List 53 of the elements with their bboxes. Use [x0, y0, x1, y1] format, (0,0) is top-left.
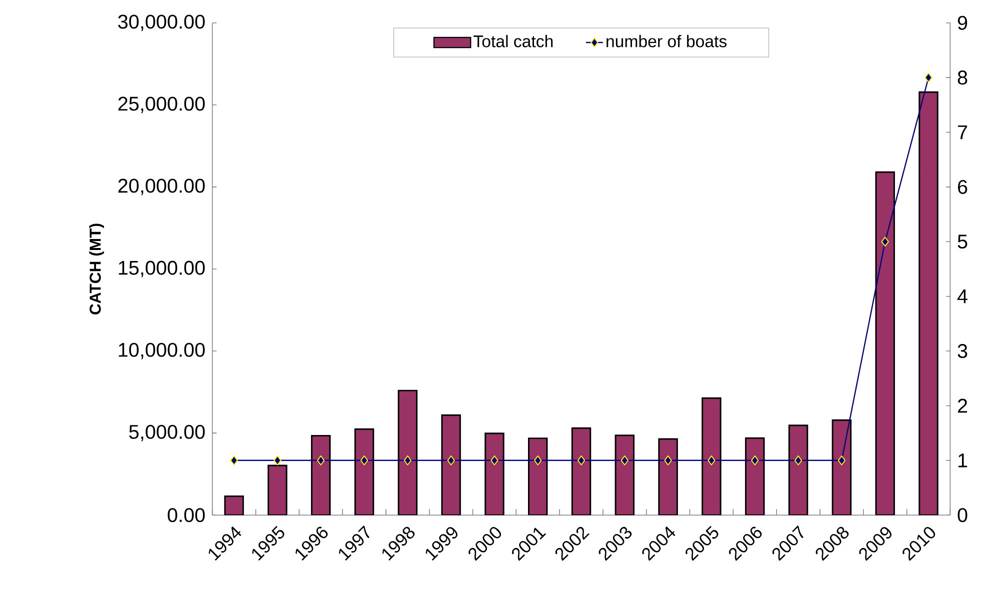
y2-tick-label: 7: [958, 126, 968, 140]
y2-tick-label: 0: [958, 508, 968, 522]
point: [838, 456, 846, 466]
bar: [788, 424, 808, 516]
bar: [702, 398, 722, 516]
bar: [571, 428, 592, 516]
point: [360, 456, 368, 466]
point: [490, 456, 498, 466]
point: [924, 72, 932, 83]
point: [794, 456, 802, 466]
point: [881, 236, 889, 247]
bar: [528, 438, 548, 516]
y2-tick-label: 4: [957, 290, 968, 304]
point: [404, 456, 412, 466]
point: [620, 456, 629, 466]
y2-tick-label: 9: [958, 16, 968, 30]
bar: [268, 464, 288, 516]
y2-tick-label: 5: [958, 234, 968, 249]
bar: [745, 438, 765, 516]
y2-tick-label: 8: [958, 70, 968, 85]
bar: [832, 420, 852, 516]
bar: [658, 438, 678, 516]
y-tick-label: 0.00: [168, 508, 205, 522]
bar: [354, 428, 374, 516]
point: [447, 456, 455, 466]
y-tick-label: 15,000.00: [118, 260, 205, 278]
bar: [310, 435, 331, 516]
y2-tick-label: 2: [958, 398, 968, 413]
point: [317, 456, 325, 466]
y-axis-title: CATCH (MT): [89, 224, 104, 315]
point: [577, 456, 586, 466]
bar: [918, 92, 938, 516]
y2-tick-label: 6: [958, 180, 968, 194]
bar: [484, 432, 504, 516]
y-tick-label: 5,000.00: [129, 425, 205, 442]
bar: [398, 390, 418, 516]
point: [708, 456, 716, 466]
bar: [614, 434, 635, 516]
legend-label: number of boats: [606, 35, 727, 48]
point: [534, 456, 542, 466]
y-tick-label: 10,000.00: [118, 343, 205, 360]
y-tick-label: 25,000.00: [118, 96, 205, 114]
y2-tick-label: 1: [958, 454, 968, 468]
y-tick-label: 20,000.00: [118, 178, 205, 196]
point: [230, 456, 238, 466]
y-tick-label: 30,000.00: [118, 14, 205, 32]
legend-label: Total catch: [474, 35, 553, 48]
bar: [875, 172, 895, 516]
point: [274, 456, 282, 466]
point: [664, 456, 672, 466]
y2-tick-label: 3: [958, 344, 968, 358]
bar: [441, 414, 461, 516]
point: [751, 456, 759, 466]
